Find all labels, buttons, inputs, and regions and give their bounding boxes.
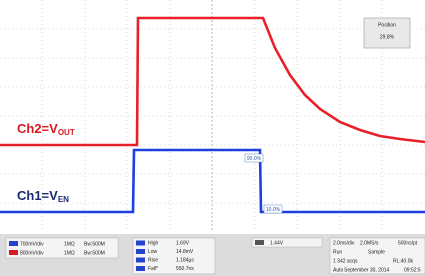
- meas-value: 14.8mV: [176, 249, 194, 255]
- subscript: EN: [58, 195, 69, 204]
- mode: Sample: [368, 249, 385, 255]
- impedance: 1MΩ: [64, 241, 75, 247]
- scope-display: 90.0% 10.0% Ch2=VOUT Ch1=VEN Position 29…: [0, 0, 425, 276]
- impedance: 1MΩ: [64, 250, 75, 256]
- meas-value: 550.7ns: [176, 266, 194, 272]
- meas-value: 1.184µs: [176, 257, 194, 263]
- meas-badge: [136, 241, 145, 246]
- oscilloscope-screen: 90.0% 10.0% Ch2=VOUT Ch1=VEN Position 29…: [0, 0, 425, 276]
- ch2-waveform: [0, 18, 425, 145]
- label: Ch1=V: [17, 188, 58, 203]
- bandwidth: Bw:500M: [84, 250, 105, 256]
- scale: 700mV/div: [20, 241, 44, 247]
- meas-value: 1.69V: [176, 240, 190, 246]
- meas-name: High: [148, 240, 159, 246]
- position-value: 29.8%: [380, 34, 395, 40]
- time: 09:52:5: [404, 267, 421, 273]
- trigger-mode: Auto: [333, 267, 344, 273]
- ch-badge: [9, 250, 18, 255]
- ch2-label: Ch2=VOUT: [17, 121, 75, 137]
- subscript: OUT: [58, 128, 75, 137]
- measurement-panel: [133, 238, 215, 274]
- trigger-badge: [255, 240, 264, 245]
- date: September 30, 2014: [344, 267, 390, 273]
- meas-badge: [136, 266, 145, 271]
- meas-name: Low: [148, 249, 158, 255]
- timebase: 2.0ms/div: [333, 240, 355, 246]
- meas-badge: [136, 258, 145, 263]
- meas-badge: [136, 249, 145, 254]
- position-title: Position: [378, 22, 396, 28]
- scale: 800mV/div: [20, 250, 44, 256]
- sample-rate: 2.0MS/s: [360, 240, 379, 246]
- meas-name: Fall*: [148, 266, 158, 272]
- ch-badge: [9, 241, 18, 246]
- bandwidth: Bw:500M: [84, 241, 105, 247]
- acqs: 1 342 acqs: [333, 258, 358, 264]
- trigger-level: 1.44V: [270, 240, 284, 246]
- meas-name: Rise: [148, 257, 158, 263]
- cursor-label: 10.0%: [266, 207, 281, 213]
- state: Run: [333, 249, 342, 255]
- cursor-label: 90.0%: [247, 156, 262, 162]
- ch1-label: Ch1=VEN: [17, 188, 69, 204]
- label: Ch2=V: [17, 121, 58, 136]
- record-length: RL:40.0k: [393, 258, 414, 264]
- resolution: 500ns/pt: [398, 240, 418, 246]
